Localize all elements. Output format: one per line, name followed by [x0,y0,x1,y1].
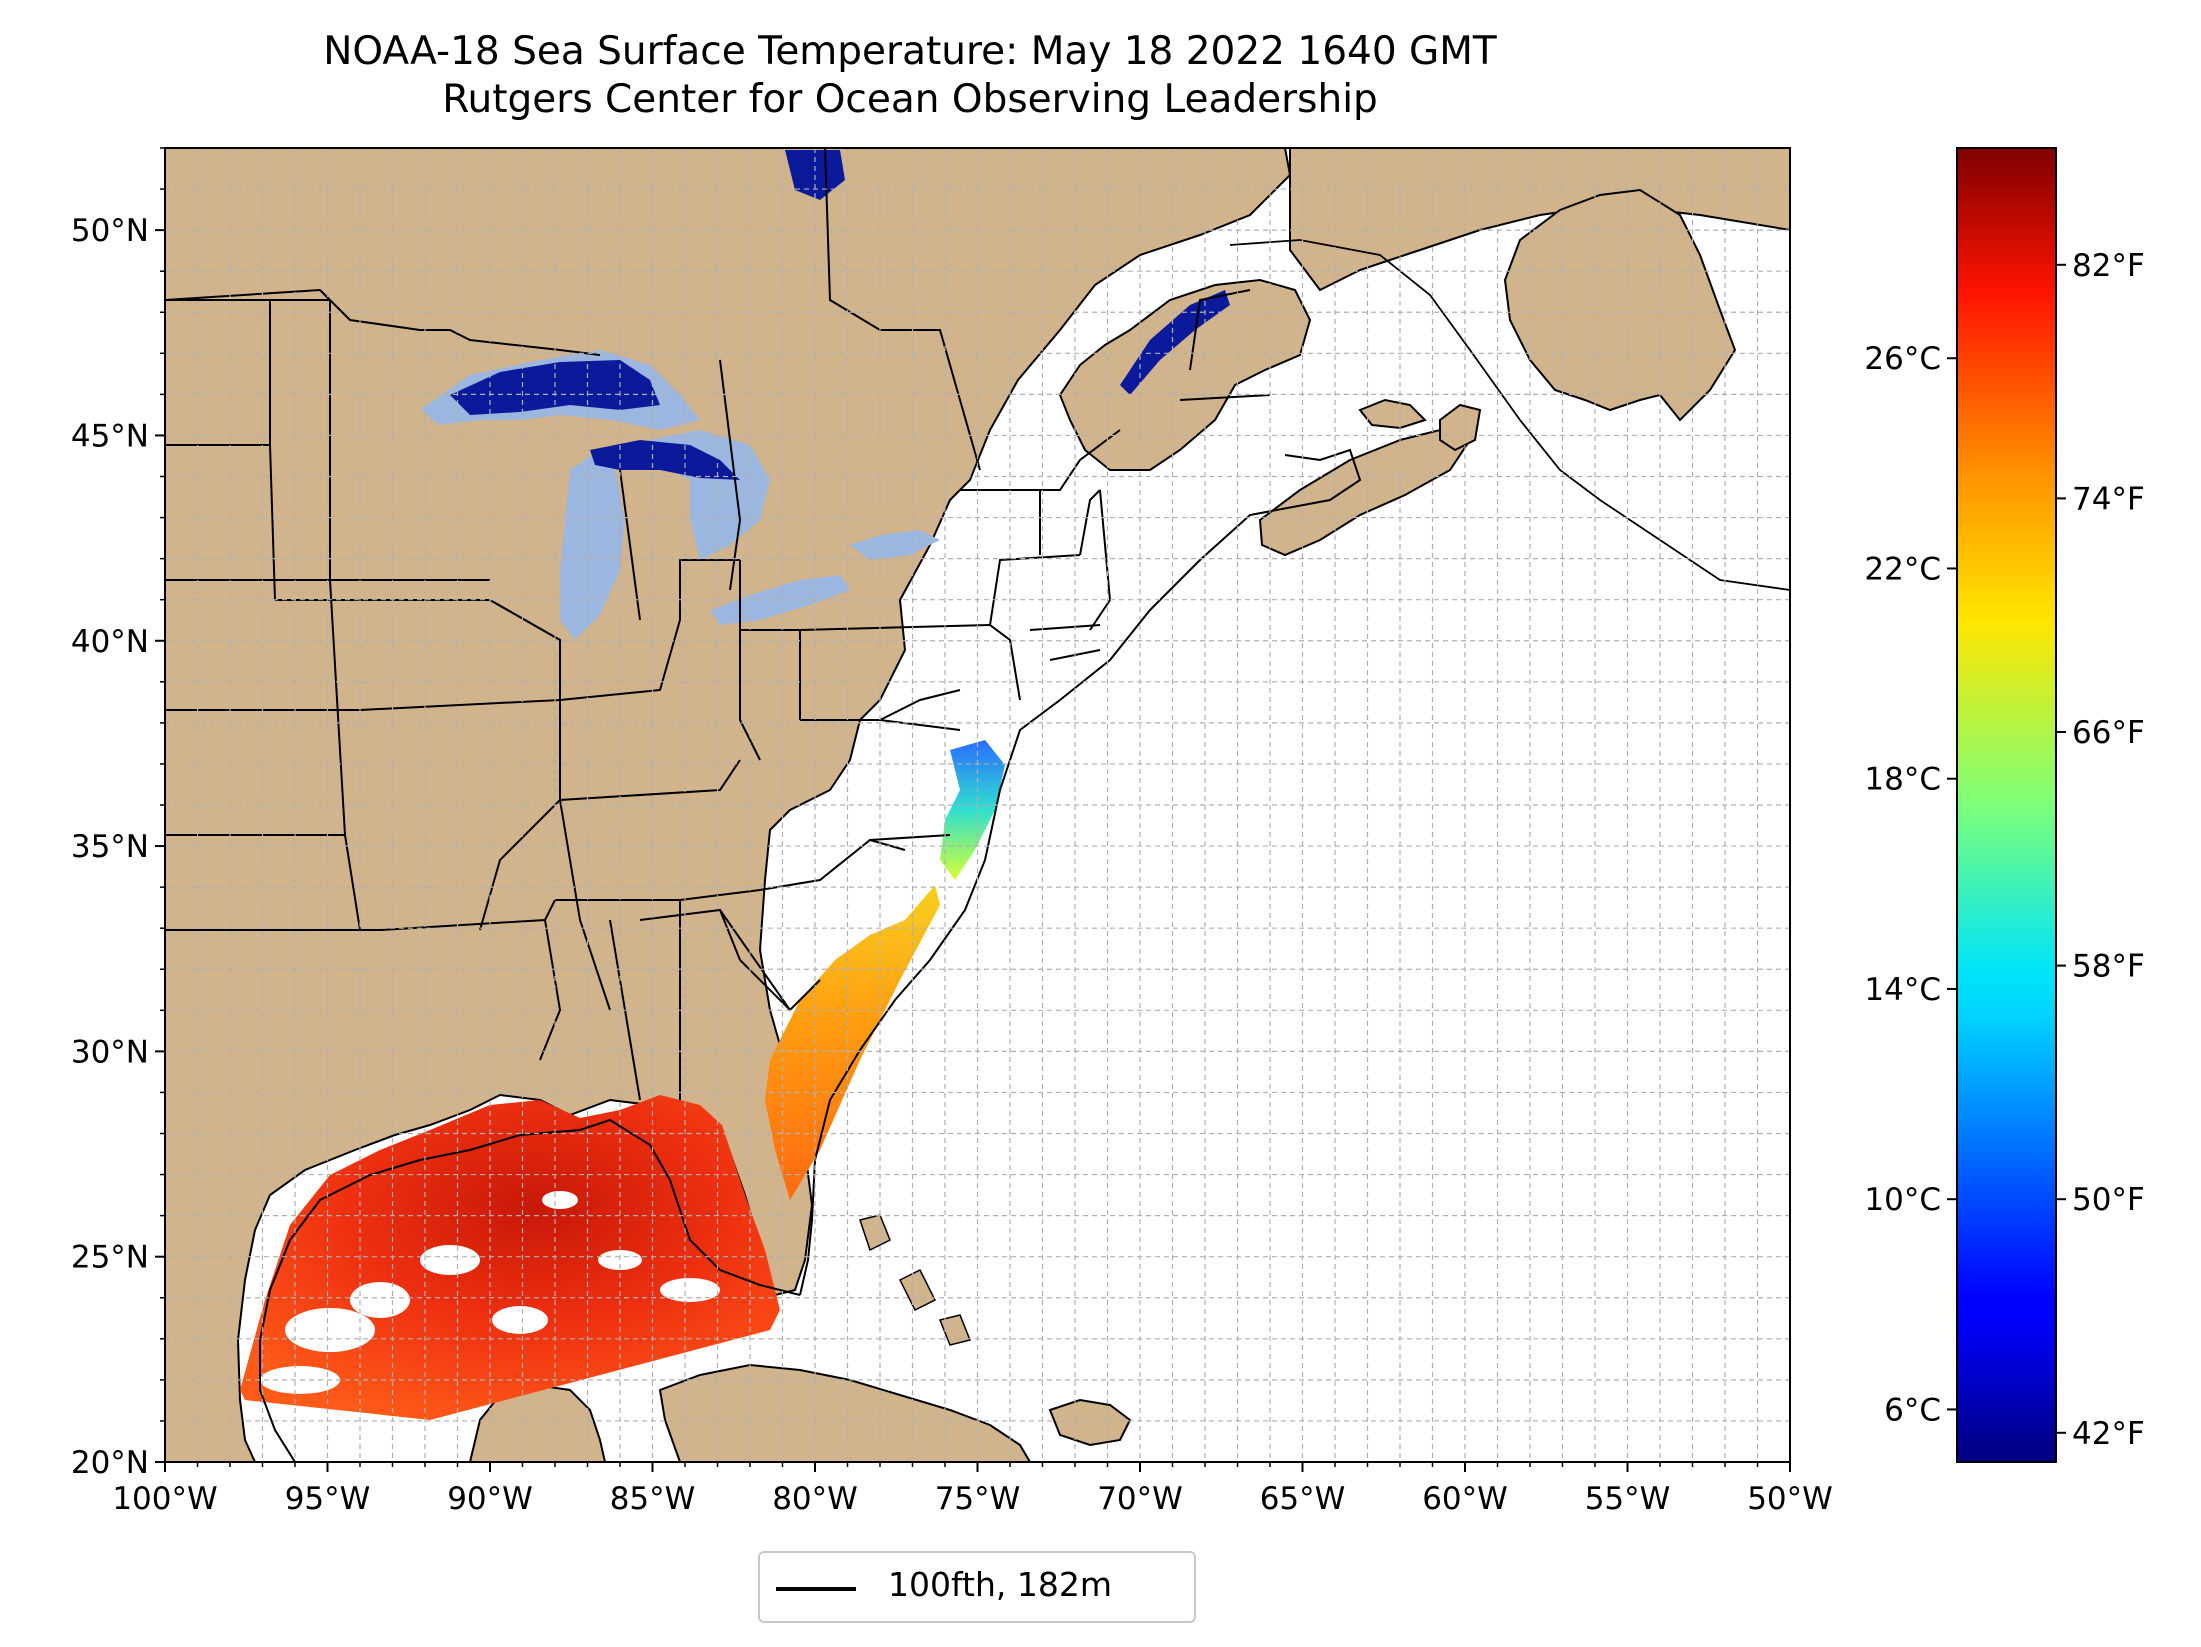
hispaniola-land [1048,1398,1132,1447]
title-line-1: NOAA-18 Sea Surface Temperature: May 18 … [323,29,1497,74]
fahrenheit-tick-label: 74°F [2072,481,2145,517]
x-tick-label: 95°W [285,1481,371,1517]
bahamas-land [859,1214,972,1346]
nova-scotia-land [1258,428,1472,557]
longitude-axis: 100°W 95°W 90°W 85°W 80°W 75°W 70°W 65°W 60°W 55°… [112,1462,1833,1517]
y-tick-label: 20°N [71,1445,149,1481]
latitude-axis: 20°N 25°N 30°N 35°N 40°N 45°N 50°N [71,147,165,1481]
y-tick-label: 25°N [71,1240,149,1276]
east-coast-sst-strip [765,885,940,1200]
lake-michigan [560,450,625,640]
x-tick-label: 100°W [112,1481,217,1517]
x-tick-label: 85°W [610,1481,696,1517]
x-tick-label: 55°W [1585,1481,1671,1517]
y-tick-label: 30°N [71,1034,149,1070]
x-tick-label: 90°W [447,1481,533,1517]
colorbar [1956,147,2057,1463]
y-tick-label: 40°N [71,624,149,660]
title-line-2: Rutgers Center for Ocean Observing Leade… [442,77,1378,122]
st-lawrence-sst [1120,290,1230,395]
colorbar-celsius-axis: 6°C 10°C 14°C 18°C 22°C 26°C [1864,341,1957,1428]
celsius-tick-label: 6°C [1884,1392,1941,1428]
fahrenheit-tick-label: 82°F [2072,248,2145,284]
x-tick-label: 70°W [1097,1481,1183,1517]
isobath-100fth-gulf [259,1118,801,1462]
map-gridlines [165,148,1790,1462]
lake-ontario [850,530,940,560]
fahrenheit-tick-label: 42°F [2072,1416,2145,1452]
x-tick-label: 80°W [772,1481,858,1517]
legend-label: 100fth, 182m [888,1565,1112,1604]
x-tick-label: 60°W [1422,1481,1508,1517]
yucatan-land [468,1383,607,1462]
quebec-north-shore [1289,148,1790,292]
celsius-tick-label: 22°C [1864,551,1941,587]
map-title: NOAA-18 Sea Surface Temperature: May 18 … [0,28,1820,124]
x-tick-label: 65°W [1260,1481,1346,1517]
fahrenheit-tick-label: 66°F [2072,715,2145,751]
y-tick-label: 35°N [71,829,149,865]
isobath-100fth-north [1229,239,1790,591]
x-tick-label: 50°W [1747,1481,1833,1517]
lake-huron-sst [590,440,740,480]
celsius-tick-label: 10°C [1864,1182,1941,1218]
fahrenheit-tick-label: 50°F [2072,1182,2145,1218]
lake-superior-sst [450,360,660,415]
fahrenheit-tick-label: 58°F [2072,949,2145,985]
celsius-tick-label: 14°C [1864,972,1941,1008]
celsius-tick-label: 18°C [1864,762,1941,798]
x-tick-label: 75°W [935,1481,1021,1517]
chesapeake-sst [940,740,1005,880]
legend: 100fth, 182m [758,1551,1196,1623]
cape-breton-land [1439,403,1482,452]
maritimes-land [1058,278,1312,471]
legend-line-swatch [776,1587,856,1591]
celsius-tick-label: 26°C [1864,341,1941,377]
y-tick-label: 45°N [71,418,149,454]
colorbar-fahrenheit-axis: 42°F 50°F 58°F 66°F 74°F 82°F [2056,248,2145,1452]
y-tick-label: 50°N [71,213,149,249]
pei-land [1358,398,1427,430]
